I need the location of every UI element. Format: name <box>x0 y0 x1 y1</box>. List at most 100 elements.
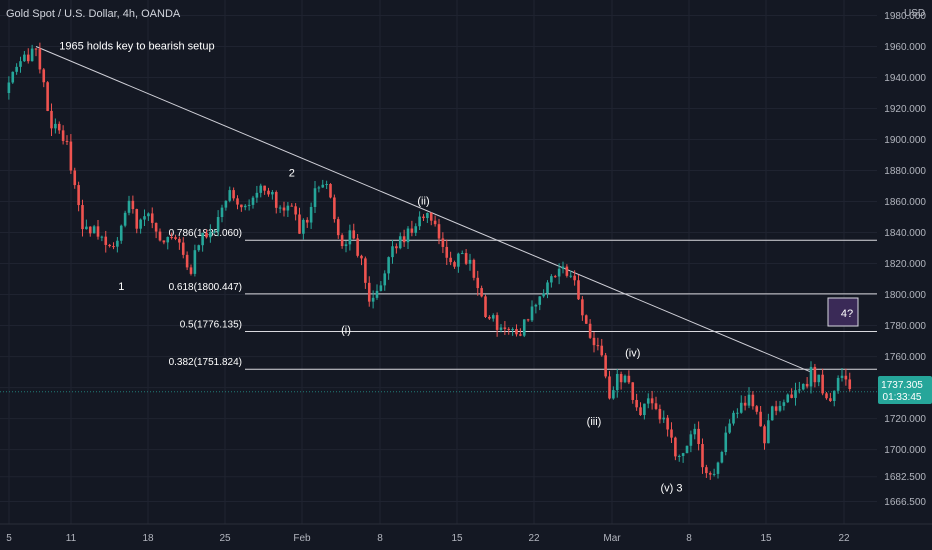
candle-body <box>770 406 774 421</box>
candle-body <box>104 236 108 245</box>
candle-body <box>178 238 181 243</box>
price-tick-label: 1880.000 <box>884 166 926 177</box>
candle-body <box>298 214 301 234</box>
candle-body <box>743 402 747 406</box>
candle-body <box>460 253 464 255</box>
candle-body <box>639 407 642 416</box>
candle-body <box>619 374 623 383</box>
candle-body <box>135 209 139 229</box>
candle-body <box>42 69 46 83</box>
candle-body <box>127 200 131 213</box>
candle-body <box>790 394 793 398</box>
candle-body <box>302 219 305 234</box>
price-axis: 1980.000 1960.000 1940.000 1920.000 1900.000… <box>884 11 926 508</box>
candle-body <box>216 217 220 232</box>
candle-body <box>437 224 441 239</box>
candle-body <box>433 220 437 225</box>
time-tick-label: 15 <box>760 533 772 544</box>
candle-body <box>329 184 332 198</box>
wave-annotations: 1965 holds key to bearish setup 1 2 (ii) (i)… <box>59 41 682 495</box>
candle-body <box>670 429 673 438</box>
candle-body <box>50 110 53 129</box>
candle-body <box>708 473 712 475</box>
candle-body <box>550 276 553 283</box>
candle-body <box>848 379 852 389</box>
candle-body <box>712 473 716 475</box>
candle-body <box>410 228 414 233</box>
candle-body <box>321 184 325 188</box>
candle-body <box>34 48 38 50</box>
price-tick-label: 1666.500 <box>884 497 926 508</box>
wave-4-box[interactable]: 4? <box>827 297 859 327</box>
candle-body <box>274 192 278 208</box>
wave-label: (iii) <box>587 416 602 428</box>
price-badge-bg <box>878 376 932 404</box>
candle-body <box>736 412 739 414</box>
price-axis-panel[interactable] <box>877 0 932 524</box>
candle-body <box>205 232 208 238</box>
price-tick-label: 1720.000 <box>884 414 926 425</box>
wave-label: (v) 3 <box>661 482 683 494</box>
candle-body <box>495 315 499 330</box>
candle-body <box>728 423 731 433</box>
candle-body <box>612 390 615 399</box>
candle-body <box>402 236 406 243</box>
candle-body <box>406 228 410 243</box>
candle-body <box>453 262 456 267</box>
symbol-title[interactable]: Gold Spot / U.S. Dollar, 4h, OANDA <box>6 8 181 20</box>
candle-body <box>61 130 65 141</box>
candle-body <box>112 246 115 248</box>
candle-body <box>232 190 235 199</box>
candle-body <box>418 216 421 227</box>
candle-body <box>429 212 433 221</box>
candle-body <box>581 299 584 316</box>
candle-body <box>255 192 259 198</box>
price-tick-label: 1700.000 <box>884 445 926 456</box>
candle-body <box>46 82 49 111</box>
candle-body <box>720 451 724 463</box>
candle-body <box>193 250 197 274</box>
candles <box>7 42 852 480</box>
wave-4-box-rect <box>827 297 859 327</box>
candle-body <box>573 275 576 281</box>
candle-body <box>185 254 189 268</box>
price-badge: 1737.305 01:33:45 <box>878 376 932 404</box>
price-tick-label: 1940.000 <box>884 73 926 84</box>
candle-body <box>778 405 782 411</box>
price-tick-label: 1800.000 <box>884 290 926 301</box>
candle-body <box>476 277 480 289</box>
candle-body <box>751 394 755 407</box>
price-tick-label: 1840.000 <box>884 228 926 239</box>
trendline[interactable] <box>35 46 812 373</box>
candle-body <box>139 219 142 229</box>
candle-body <box>387 257 390 274</box>
candle-body <box>464 253 468 264</box>
candle-body <box>267 190 270 195</box>
candle-body <box>150 213 154 223</box>
candle-body <box>143 216 146 220</box>
candle-body <box>542 293 545 297</box>
candle-body <box>220 207 224 218</box>
candle-body <box>650 398 654 404</box>
candle-body <box>259 185 263 193</box>
candle-body <box>333 197 336 220</box>
candle-body <box>243 205 247 208</box>
candle-body <box>131 200 135 210</box>
candle-body <box>697 428 700 445</box>
trendline-line[interactable] <box>35 46 812 373</box>
candle-body <box>836 377 840 391</box>
candle-body <box>557 268 561 277</box>
candle-body <box>763 426 766 444</box>
candle-body <box>646 398 650 404</box>
candle-body <box>309 206 313 223</box>
candle-body <box>88 226 92 234</box>
candle-body <box>747 394 751 406</box>
bar-countdown-label: 01:33:45 <box>883 392 922 403</box>
candle-body <box>348 230 352 245</box>
candle-body <box>604 355 607 377</box>
price-tick-label: 1980.000 <box>884 11 926 22</box>
price-tick-label: 1682.500 <box>884 472 926 483</box>
price-tick-label: 1760.000 <box>884 352 926 363</box>
candle-body <box>166 236 170 243</box>
